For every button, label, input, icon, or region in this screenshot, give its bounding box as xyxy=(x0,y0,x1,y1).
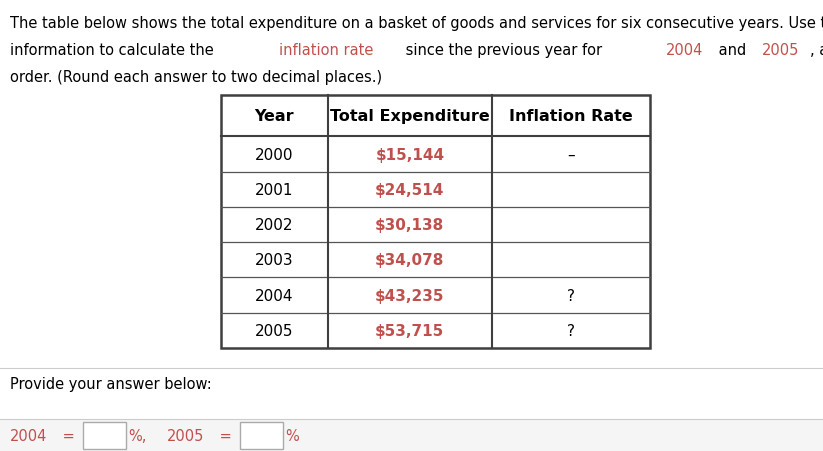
Text: $53,715: $53,715 xyxy=(375,323,444,338)
Text: 2005: 2005 xyxy=(255,323,293,338)
Text: =: = xyxy=(215,428,232,443)
Text: %,: %, xyxy=(128,428,146,443)
Text: ?: ? xyxy=(567,288,575,303)
Bar xyxy=(0,419,823,451)
Text: The table below shows the total expenditure on a basket of goods and services fo: The table below shows the total expendit… xyxy=(10,16,823,31)
Text: 2004: 2004 xyxy=(10,428,47,443)
Text: 2005: 2005 xyxy=(762,43,799,58)
Text: information to calculate the: information to calculate the xyxy=(10,43,218,58)
Text: 2004: 2004 xyxy=(255,288,293,303)
Text: inflation rate: inflation rate xyxy=(279,43,373,58)
Text: 2003: 2003 xyxy=(255,253,293,268)
Text: , and enter your answers in that: , and enter your answers in that xyxy=(810,43,823,58)
Text: Total Expenditure: Total Expenditure xyxy=(330,109,490,124)
Text: 2002: 2002 xyxy=(255,217,293,233)
Text: Year: Year xyxy=(254,109,294,124)
Text: and: and xyxy=(714,43,751,58)
Text: Provide your answer below:: Provide your answer below: xyxy=(10,377,212,391)
Bar xyxy=(240,422,283,449)
Bar xyxy=(221,96,650,348)
Text: $43,235: $43,235 xyxy=(375,288,444,303)
Text: =: = xyxy=(58,428,75,443)
Text: order. (Round each answer to two decimal places.): order. (Round each answer to two decimal… xyxy=(10,70,382,85)
Text: $15,144: $15,144 xyxy=(375,147,444,162)
Text: 2005: 2005 xyxy=(167,428,204,443)
Text: %: % xyxy=(286,428,299,443)
Bar xyxy=(83,422,126,449)
Text: $30,138: $30,138 xyxy=(375,217,444,233)
Text: $34,078: $34,078 xyxy=(375,253,444,268)
Text: ?: ? xyxy=(567,323,575,338)
Text: Inflation Rate: Inflation Rate xyxy=(509,109,633,124)
Text: since the previous year for: since the previous year for xyxy=(401,43,607,58)
Text: 2000: 2000 xyxy=(255,147,293,162)
Text: 2004: 2004 xyxy=(666,43,704,58)
Text: 2001: 2001 xyxy=(255,182,293,198)
Text: $24,514: $24,514 xyxy=(375,182,444,198)
Text: –: – xyxy=(567,147,575,162)
